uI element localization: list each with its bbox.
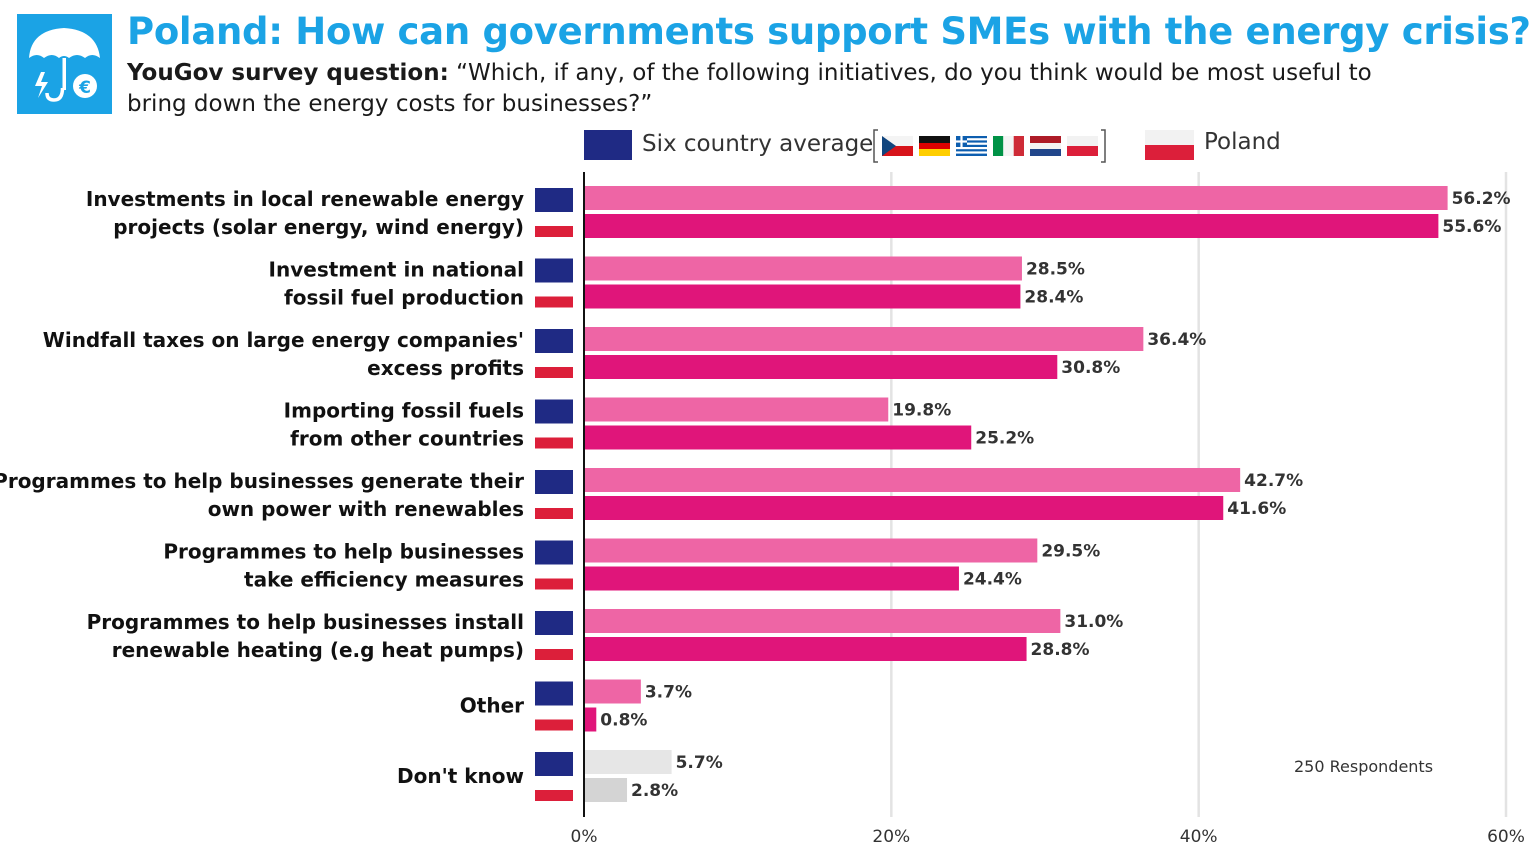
german-flag-icon [919, 136, 950, 156]
bar-poland [585, 637, 1027, 661]
legend-poland-swatch [1145, 130, 1194, 160]
value-label-poland: 55.6% [1442, 217, 1501, 237]
eu-marker [535, 329, 573, 353]
x-tick-label: 60% [1487, 827, 1525, 847]
category-label: Investments in local renewable energy [86, 187, 524, 211]
value-label-poland: 24.4% [963, 570, 1022, 590]
bar-average [585, 397, 889, 422]
category-label: Windfall taxes on large energy companies… [43, 328, 524, 352]
page-title: Poland: How can governments support SMEs… [127, 10, 1531, 53]
greek-flag-icon [956, 136, 987, 156]
bar-poland [585, 707, 597, 732]
bar-average [585, 327, 1144, 351]
polish-flag-icon [1067, 136, 1098, 156]
bar-average [585, 468, 1241, 492]
legend-poland-label: Poland [1204, 129, 1281, 155]
category-label: excess profits [367, 356, 524, 380]
value-label-average: 5.7% [676, 753, 723, 773]
x-tick-label: 40% [1180, 827, 1218, 847]
value-label-poland: 2.8% [631, 781, 678, 801]
value-label-average: 3.7% [645, 683, 692, 703]
bar-average [585, 609, 1061, 633]
value-label-poland: 28.4% [1024, 288, 1083, 308]
respondents-note: 250 Respondents [1294, 757, 1434, 776]
x-tick-label: 0% [571, 827, 598, 847]
bar-poland [585, 355, 1058, 379]
category-label: Programmes to help businesses [163, 540, 524, 564]
eu-marker [535, 540, 573, 565]
bar-average [585, 256, 1022, 281]
eu-marker [535, 188, 573, 212]
bar-poland [585, 284, 1021, 309]
category-label: Importing fossil fuels [284, 399, 524, 423]
x-tick-label: 20% [872, 827, 910, 847]
value-label-average: 29.5% [1041, 542, 1100, 562]
category-label: own power with renewables [208, 497, 524, 521]
value-label-average: 56.2% [1452, 189, 1511, 209]
bar-poland [585, 214, 1439, 238]
poland-marker [535, 649, 573, 660]
category-label: Programmes to help businesses generate t… [0, 469, 524, 493]
bar-average [585, 750, 672, 774]
dutch-flag-icon [1030, 136, 1061, 156]
legend-average-label: Six country average [642, 131, 874, 157]
poland-marker [535, 226, 573, 237]
eu-marker [535, 752, 573, 776]
bar-average [585, 186, 1448, 210]
eu-marker [535, 611, 573, 635]
page-subtitle: YouGov survey question: “Which, if any, … [127, 58, 1427, 120]
legend: Six country average Poland [0, 126, 1536, 166]
category-label: Programmes to help businesses install [87, 610, 524, 634]
poland-marker [535, 437, 573, 449]
value-label-poland: 28.8% [1031, 640, 1090, 660]
category-label: Investment in national [269, 258, 524, 282]
umbrella-energy-euro-icon: € [29, 28, 100, 102]
subtitle-question: “Which, if any, of the following initiat… [127, 60, 1372, 117]
bar-poland [585, 425, 972, 450]
poland-marker [535, 508, 573, 519]
value-label-average: 42.7% [1244, 471, 1303, 491]
legend-average-swatch [584, 130, 632, 160]
bar-poland [585, 566, 959, 591]
bar-average [585, 538, 1038, 563]
value-label-average: 19.8% [892, 401, 951, 421]
value-label-average: 31.0% [1064, 612, 1123, 632]
category-label: fossil fuel production [284, 286, 524, 310]
category-label: projects (solar energy, wind energy) [113, 215, 524, 239]
czech-flag-icon [882, 136, 913, 156]
category-label: renewable heating (e.g heat pumps) [112, 638, 524, 662]
subtitle-prefix: YouGov survey question: [127, 60, 449, 86]
value-label-poland: 41.6% [1227, 499, 1286, 519]
poland-marker [535, 578, 573, 590]
category-label: take efficiency measures [244, 568, 524, 592]
bar-poland [585, 778, 628, 802]
category-label: Don't know [397, 764, 524, 788]
italian-flag-icon [993, 136, 1024, 156]
poland-marker [535, 719, 573, 731]
value-label-poland: 0.8% [600, 711, 647, 731]
value-label-poland: 25.2% [975, 429, 1034, 449]
svg-text:€: € [78, 78, 91, 98]
category-label: from other countries [290, 427, 524, 451]
eu-marker [535, 470, 573, 494]
value-label-poland: 30.8% [1061, 358, 1120, 378]
legend-country-flags [873, 129, 1106, 163]
category-label: Other [460, 694, 524, 718]
poland-marker [535, 790, 573, 801]
bar-average [585, 679, 641, 704]
poland-marker [535, 367, 573, 378]
value-label-average: 28.5% [1026, 260, 1085, 280]
eu-marker [535, 681, 573, 706]
value-label-average: 36.4% [1147, 330, 1206, 350]
eu-marker [535, 399, 573, 424]
poland-marker [535, 296, 573, 308]
bar-poland [585, 496, 1224, 520]
eu-marker [535, 258, 573, 283]
logo: € [17, 14, 112, 114]
